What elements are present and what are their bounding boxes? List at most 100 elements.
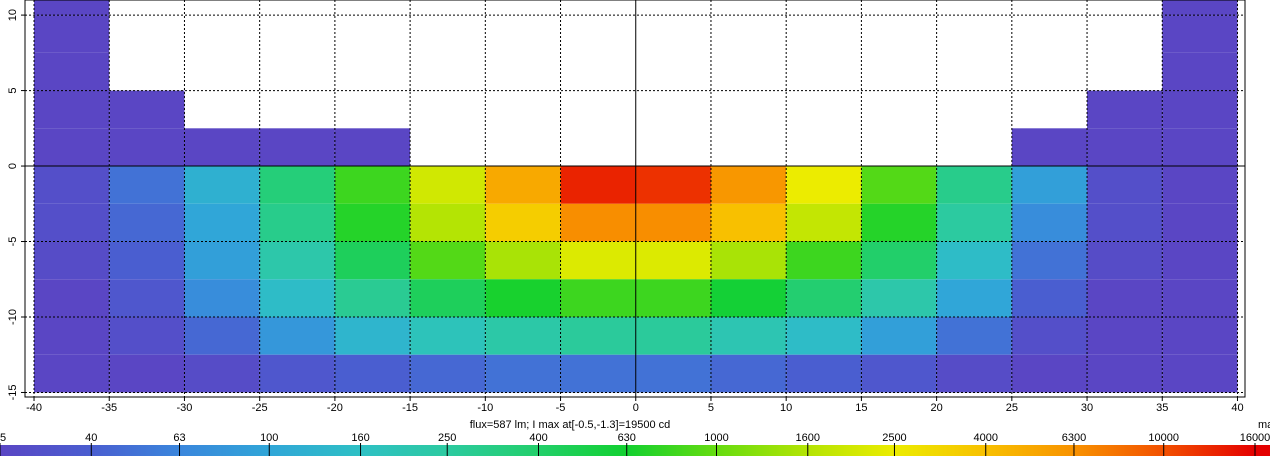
heat-cell (1087, 241, 1163, 280)
colorbar-label: 1000 (704, 432, 728, 444)
heat-cell (109, 354, 185, 393)
colorbar-label: 16000 (1240, 432, 1270, 444)
heat-cell (786, 203, 862, 242)
heat-cell (410, 166, 486, 204)
heat-cell (184, 279, 260, 317)
x-tick-label: -10 (477, 402, 493, 414)
heat-cell (936, 279, 1012, 317)
heat-cell (259, 166, 335, 204)
heat-cell (710, 279, 787, 317)
heat-cell (184, 203, 260, 242)
heat-cell (485, 203, 561, 242)
heat-cell (34, 52, 110, 91)
heat-cell (485, 279, 561, 317)
x-tick-label: -20 (327, 402, 343, 414)
heat-cell (34, 0, 110, 16)
heat-cell (184, 241, 260, 280)
colorbar-label: 100 (260, 432, 278, 444)
heat-cell (109, 90, 185, 129)
heat-cell (334, 128, 411, 167)
heat-cell (1011, 128, 1088, 167)
heat-cell (34, 166, 110, 204)
heat-cell (936, 166, 1012, 204)
heat-cell (184, 128, 260, 167)
axes: -40 -35 -30 -25 -20 -15 -10 -5 0 5 10 15 20 25 30 35 40 1… (7, 0, 1246, 414)
x-tick-label: -25 (252, 402, 268, 414)
heat-cell (1087, 354, 1163, 393)
heat-cell (1162, 0, 1238, 16)
heat-cell (410, 279, 486, 317)
heat-cell (1162, 241, 1238, 280)
x-tick-label: -15 (402, 402, 418, 414)
x-tick-label: -5 (556, 402, 566, 414)
heat-cell (861, 241, 937, 280)
heat-cell (560, 316, 636, 355)
heat-cell (109, 166, 185, 204)
heat-cell (34, 354, 110, 393)
heat-cell (560, 203, 636, 242)
heat-cell (259, 128, 335, 167)
colorbar-label: 40 (85, 432, 97, 444)
heat-cell (936, 316, 1012, 355)
x-tick-label: -30 (177, 402, 193, 414)
colorbar-label: 630 (618, 432, 636, 444)
colorbar-label: 4000 (974, 432, 998, 444)
heat-cell (485, 354, 561, 393)
x-tick-label: 35 (1156, 402, 1168, 414)
heat-cell (1087, 166, 1163, 204)
heat-cell (635, 354, 711, 393)
colorbar-label: 6300 (1062, 432, 1086, 444)
x-tick-label: 40 (1231, 402, 1243, 414)
heat-cell (334, 354, 411, 393)
heat-cell (334, 203, 411, 242)
heat-cell (34, 241, 110, 280)
heat-cell (1087, 128, 1163, 167)
x-tick-label: -35 (101, 402, 117, 414)
heat-cell (1162, 316, 1238, 355)
heat-cell (259, 241, 335, 280)
y-tick-label: -15 (7, 385, 19, 401)
y-tick-label: 5 (7, 88, 19, 94)
heat-cell (259, 203, 335, 242)
colorbar-label: 25 (0, 432, 6, 444)
heat-cell (34, 279, 110, 317)
heat-cell (184, 166, 260, 204)
heat-cell (1011, 203, 1088, 242)
heat-cell (259, 354, 335, 393)
heat-cell (635, 316, 711, 355)
heat-cell (334, 279, 411, 317)
heat-cell (485, 166, 561, 204)
y-tick-label: 0 (7, 163, 19, 169)
heat-cell (861, 203, 937, 242)
x-tick-label: 0 (633, 402, 639, 414)
colorbar-label: 160 (351, 432, 369, 444)
heat-cell (936, 203, 1012, 242)
x-tick-label: 5 (708, 402, 714, 414)
heat-cell (184, 354, 260, 393)
heat-cell (560, 279, 636, 317)
heat-cell (786, 241, 862, 280)
heat-cell (1162, 128, 1238, 167)
x-tick-label: 30 (1081, 402, 1093, 414)
heat-cell (109, 241, 185, 280)
heat-cell (109, 128, 185, 167)
heat-cell (1162, 15, 1238, 53)
caption: flux=587 lm; I max at[-0.5,-1.3]=19500 c… (470, 419, 671, 431)
heat-cell (410, 203, 486, 242)
heat-cell (34, 128, 110, 167)
heat-cell (34, 203, 110, 242)
heat-cell (861, 279, 937, 317)
heat-cell (410, 316, 486, 355)
heat-cell (1162, 90, 1238, 129)
colorbar-label: 250 (438, 432, 456, 444)
y-tick-label: -10 (7, 309, 19, 325)
heat-cell (485, 241, 561, 280)
heat-cell (109, 203, 185, 242)
y-tick-label: 10 (7, 9, 19, 21)
heat-cell (259, 279, 335, 317)
max-label: max=1 (1258, 419, 1270, 431)
heat-cell (1011, 166, 1088, 204)
colorbar-label: 2500 (882, 432, 906, 444)
heat-cell (334, 241, 411, 280)
